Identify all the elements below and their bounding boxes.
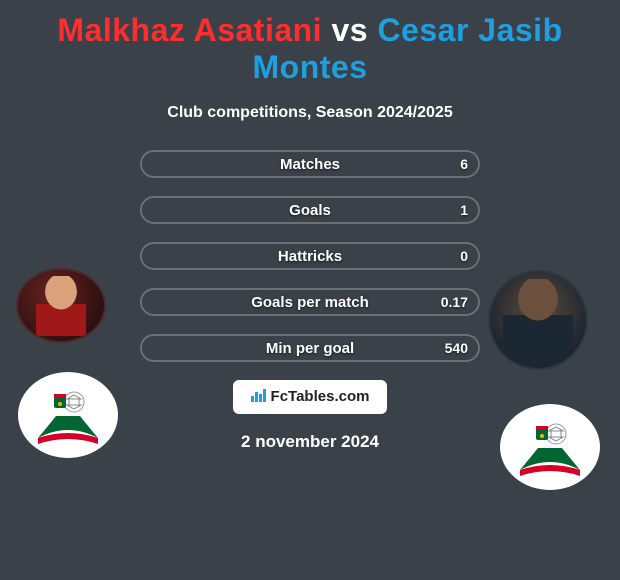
source-badge-box: FcTables.com xyxy=(233,380,388,414)
player2-club-logo xyxy=(500,404,600,490)
bars-icon xyxy=(251,388,267,406)
player1-name: Malkhaz Asatiani xyxy=(57,12,322,48)
page-title: Malkhaz Asatiani vs Cesar Jasib Montes xyxy=(0,0,620,86)
comparison-content: Matches 6 Goals 1 Hattricks 0 Goals per match 0… xyxy=(0,150,620,452)
player1-avatar xyxy=(16,268,106,343)
vs-text: vs xyxy=(331,12,368,48)
metric-label: Hattricks xyxy=(278,248,342,265)
player2-avatar xyxy=(488,270,588,370)
metric-row: Min per goal 540 xyxy=(140,334,480,362)
metric-label: Goals per match xyxy=(251,294,369,311)
metric-label: Matches xyxy=(280,156,340,173)
source-badge-text: FcTables.com xyxy=(271,388,370,405)
metric-row: Hattricks 0 xyxy=(140,242,480,270)
player2-silhouette xyxy=(503,279,573,361)
player1-silhouette xyxy=(36,276,86,336)
metric-label: Goals xyxy=(289,202,331,219)
club-logo-icon xyxy=(500,404,600,490)
metrics-bars: Matches 6 Goals 1 Hattricks 0 Goals per match 0… xyxy=(140,150,480,362)
metric-value-right: 6 xyxy=(460,156,468,172)
subtitle: Club competitions, Season 2024/2025 xyxy=(0,104,620,122)
metric-value-right: 1 xyxy=(460,202,468,218)
metric-value-right: 0.17 xyxy=(441,294,468,310)
metric-value-right: 540 xyxy=(445,340,468,356)
player1-club-logo xyxy=(18,372,118,458)
metric-row: Goals 1 xyxy=(140,196,480,224)
metric-row: Goals per match 0.17 xyxy=(140,288,480,316)
club-logo-icon xyxy=(18,372,118,458)
metric-label: Min per goal xyxy=(266,340,354,357)
metric-row: Matches 6 xyxy=(140,150,480,178)
metric-value-right: 0 xyxy=(460,248,468,264)
